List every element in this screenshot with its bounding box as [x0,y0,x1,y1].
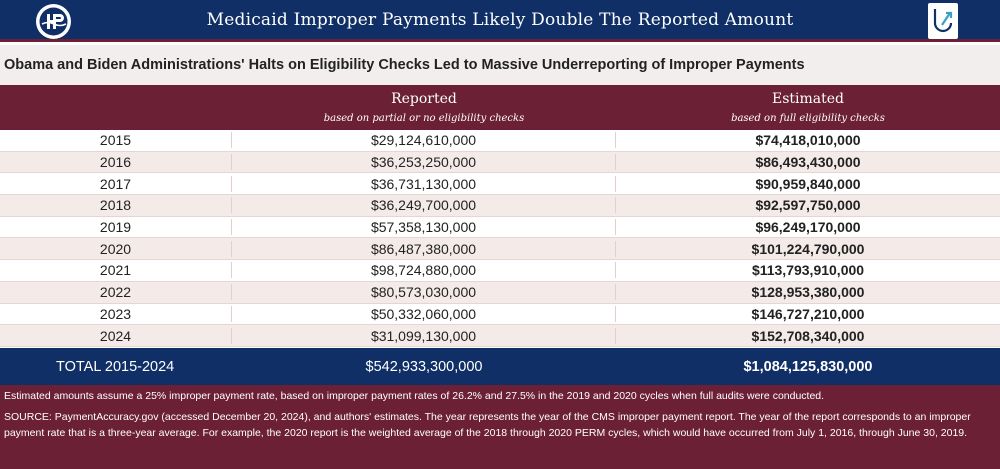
subtitle-bar: Obama and Biden Administrations' Halts o… [0,45,1000,85]
table-header: Reported based on partial or no eligibil… [0,85,1000,130]
estimated-cell: $90,959,840,000 [755,175,861,192]
reported-cell: $36,249,700,000 [232,197,616,214]
reported-cell: $36,253,250,000 [232,154,616,171]
estimated-cell: $96,249,170,000 [755,219,861,236]
table-row: 2020 $86,487,380,000 $101,224,790,000 [0,238,1000,261]
reported-cell: $50,332,060,000 [232,305,616,322]
estimated-cell: $113,793,910,000 [751,262,865,279]
estimated-cell: $152,708,340,000 [751,327,865,344]
table-row: 2017 $36,731,130,000 $90,959,840,000 [0,173,1000,196]
paragon-arrow-logo-icon [928,3,958,39]
title-banner: Medicaid Improper Payments Likely Double… [0,0,1000,42]
year-cell: 2022 [0,284,232,301]
year-cell: 2023 [0,305,232,322]
reported-cell: $86,487,380,000 [232,240,616,257]
header-estimated-label: Estimated [771,91,844,107]
table-row: 2023 $50,332,060,000 $146,727,210,000 [0,303,1000,326]
table-row: 2018 $36,249,700,000 $92,597,750,000 [0,195,1000,217]
header-reported-label: Reported [391,91,457,107]
year-cell: 2019 [0,219,232,236]
reported-cell: $57,358,130,000 [232,219,616,236]
year-cell: 2016 [0,154,232,171]
table-row: 2024 $31,099,130,000 $152,708,340,000 [0,325,1000,347]
banner-title: Medicaid Improper Payments Likely Double… [206,9,794,30]
year-cell: 2024 [0,327,232,344]
year-cell: 2015 [0,132,232,149]
total-reported: $542,933,300,000 [365,358,483,375]
table-subtitle: Obama and Biden Administrations' Halts o… [4,57,805,73]
estimated-cell: $101,224,790,000 [751,240,865,257]
table-row: 2015 $29,124,610,000 $74,418,010,000 [0,130,1000,152]
year-cell: 2017 [0,175,232,192]
estimated-cell: $128,953,380,000 [751,284,865,301]
footnotes: Estimated amounts assume a 25% improper … [0,385,1000,469]
reported-cell: $36,731,130,000 [232,175,616,192]
header-reported: Reported based on partial or no eligibil… [232,85,616,124]
year-cell: 2020 [0,240,232,257]
assumption-note: Estimated amounts assume a 25% improper … [4,390,825,402]
estimated-cell: $86,493,430,000 [755,154,861,171]
year-cell: 2018 [0,197,232,214]
header-estimated: Estimated based on full eligibility chec… [616,85,1000,124]
total-estimated: $1,084,125,830,000 [743,358,873,375]
reported-cell: $80,573,030,000 [232,284,616,301]
total-row: TOTAL 2015-2024 $542,933,300,000 $1,084,… [0,348,1000,385]
source-note: SOURCE: PaymentAccuracy.gov (accessed De… [4,410,971,440]
table-row: 2016 $36,253,250,000 $86,493,430,000 [0,151,1000,174]
total-label: TOTAL 2015-2024 [56,358,175,375]
table-body: 2015 $29,124,610,000 $74,418,010,000 201… [0,130,1000,347]
reported-cell: $31,099,130,000 [232,327,616,344]
estimated-cell: $74,418,010,000 [755,132,861,149]
reported-cell: $98,724,880,000 [232,262,616,279]
table-row: 2022 $80,573,030,000 $128,953,380,000 [0,281,1000,304]
table-row: 2021 $98,724,880,000 $113,793,910,000 [0,260,1000,282]
reported-cell: $29,124,610,000 [232,132,616,149]
estimated-cell: $146,727,210,000 [751,305,865,322]
header-estimated-sublabel: based on full eligibility checks [731,113,885,124]
estimated-cell: $92,597,750,000 [755,197,861,214]
header-reported-sublabel: based on partial or no eligibility check… [323,113,525,124]
table-row: 2019 $57,358,130,000 $96,249,170,000 [0,216,1000,239]
ohp-logo-icon [36,4,71,39]
year-cell: 2021 [0,262,232,279]
